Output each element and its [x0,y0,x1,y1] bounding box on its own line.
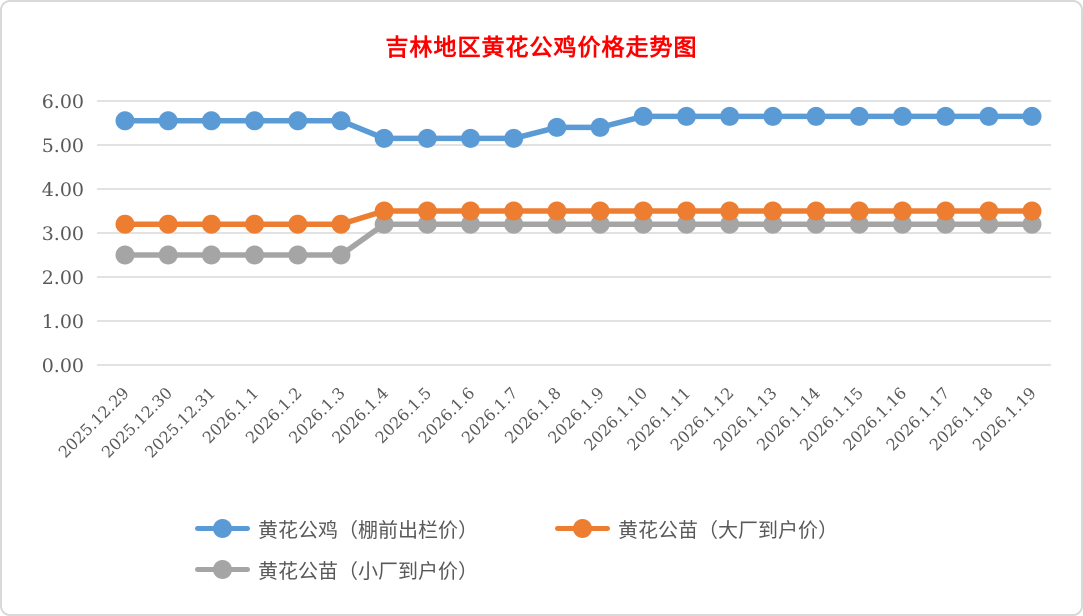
series-2-point-20 [979,214,999,234]
legend-label-xiao-chang-dao-hu: 黄花公苗（小厂到户价） [258,559,478,583]
series-2-point-1 [158,245,178,265]
series-line-1 [125,208,1032,227]
series-0-point-10 [547,117,567,137]
series-2-point-5 [331,245,351,265]
series-2-point-2 [201,245,221,265]
series-0-point-18 [892,106,912,126]
legend-item-xiao-chang-dao-hu: 黄花公苗（小厂到户价） [195,555,555,584]
series-2-point-14 [720,214,740,234]
legend-label-da-chang-dao-hu: 黄花公苗（大厂到户价） [618,518,838,542]
series-2-point-16 [806,214,826,234]
chart-legend: 黄花公鸡（棚前出栏价） 黄花公苗（大厂到户价） 黄花公苗（小厂到户价） [195,514,935,584]
series-1-point-18 [892,201,912,221]
series-2-point-3 [245,245,265,265]
y-axis-tick-label: 6.00 [42,91,84,113]
y-axis-tick-label: 0.00 [42,355,84,377]
series-2-point-0 [115,245,135,265]
series-0-point-2 [201,111,221,131]
y-axis-tick-label: 4.00 [42,179,84,201]
series-1-point-2 [201,214,221,234]
chart-title: 吉林地区黄花公鸡价格走势图 [385,34,698,61]
series-2-point-10 [547,214,567,234]
legend-marker-blue-line-icon [195,519,250,538]
y-axis-tick-label: 2.00 [42,267,84,289]
series-0-point-11 [590,117,610,137]
series-0-point-4 [288,111,308,131]
series-1-point-19 [936,201,956,221]
series-1-point-21 [1022,201,1042,221]
series-2-point-12 [633,214,653,234]
series-0-point-19 [936,106,956,126]
series-1-point-20 [979,201,999,221]
series-line-0 [125,113,1032,142]
series-2-point-9 [504,214,524,234]
series-0-point-1 [158,111,178,131]
series-2-point-18 [892,214,912,234]
series-0-point-16 [806,106,826,126]
series-2-point-15 [763,214,783,234]
series-0-point-20 [979,106,999,126]
series-1-point-4 [288,214,308,234]
series-line-2 [125,221,1032,258]
y-axis-tick-label: 1.00 [42,311,84,333]
legend-dot-orange-icon [573,519,592,538]
series-0-point-15 [763,106,783,126]
series-1-point-15 [763,201,783,221]
series-0-point-13 [676,106,696,126]
series-1-point-17 [849,201,869,221]
series-1-point-0 [115,214,135,234]
series-0-point-8 [461,128,481,148]
series-2-point-8 [461,214,481,234]
series-1-point-1 [158,214,178,234]
series-0-point-14 [720,106,740,126]
series-2-point-17 [849,214,869,234]
series-2-point-21 [1022,214,1042,234]
series-1-point-9 [504,201,524,221]
legend-dot-gray-icon [213,560,232,579]
y-axis-tick-label: 3.00 [42,223,84,245]
series-2-point-19 [936,214,956,234]
series-0-point-17 [849,106,869,126]
series-1-point-12 [633,201,653,221]
series-2-point-4 [288,245,308,265]
series-0-point-6 [374,128,394,148]
series-2-point-13 [676,214,696,234]
legend-marker-gray-line-icon [195,560,250,579]
series-1-point-16 [806,201,826,221]
series-0-point-9 [504,128,524,148]
series-1-point-6 [374,201,394,221]
legend-dot-blue-icon [213,519,232,538]
series-0-point-0 [115,111,135,131]
series-0-point-5 [331,111,351,131]
series-2-point-6 [374,214,394,234]
series-0-point-12 [633,106,653,126]
series-1-point-14 [720,201,740,221]
legend-marker-orange-line-icon [555,519,610,538]
series-1-point-8 [461,201,481,221]
series-1-point-11 [590,201,610,221]
series-0-point-7 [417,128,437,148]
series-1-point-5 [331,214,351,234]
series-0-point-3 [245,111,265,131]
legend-item-da-chang-dao-hu: 黄花公苗（大厂到户价） [555,514,915,543]
legend-label-peng-qian-chu-lan: 黄花公鸡（棚前出栏价） [258,518,478,542]
y-axis-tick-label: 5.00 [42,135,84,157]
series-2-point-11 [590,214,610,234]
legend-item-peng-qian-chu-lan: 黄花公鸡（棚前出栏价） [195,514,555,543]
series-2-point-7 [417,214,437,234]
series-1-point-10 [547,201,567,221]
series-0-point-21 [1022,106,1042,126]
series-1-point-7 [417,201,437,221]
series-1-point-13 [676,201,696,221]
series-1-point-3 [245,214,265,234]
